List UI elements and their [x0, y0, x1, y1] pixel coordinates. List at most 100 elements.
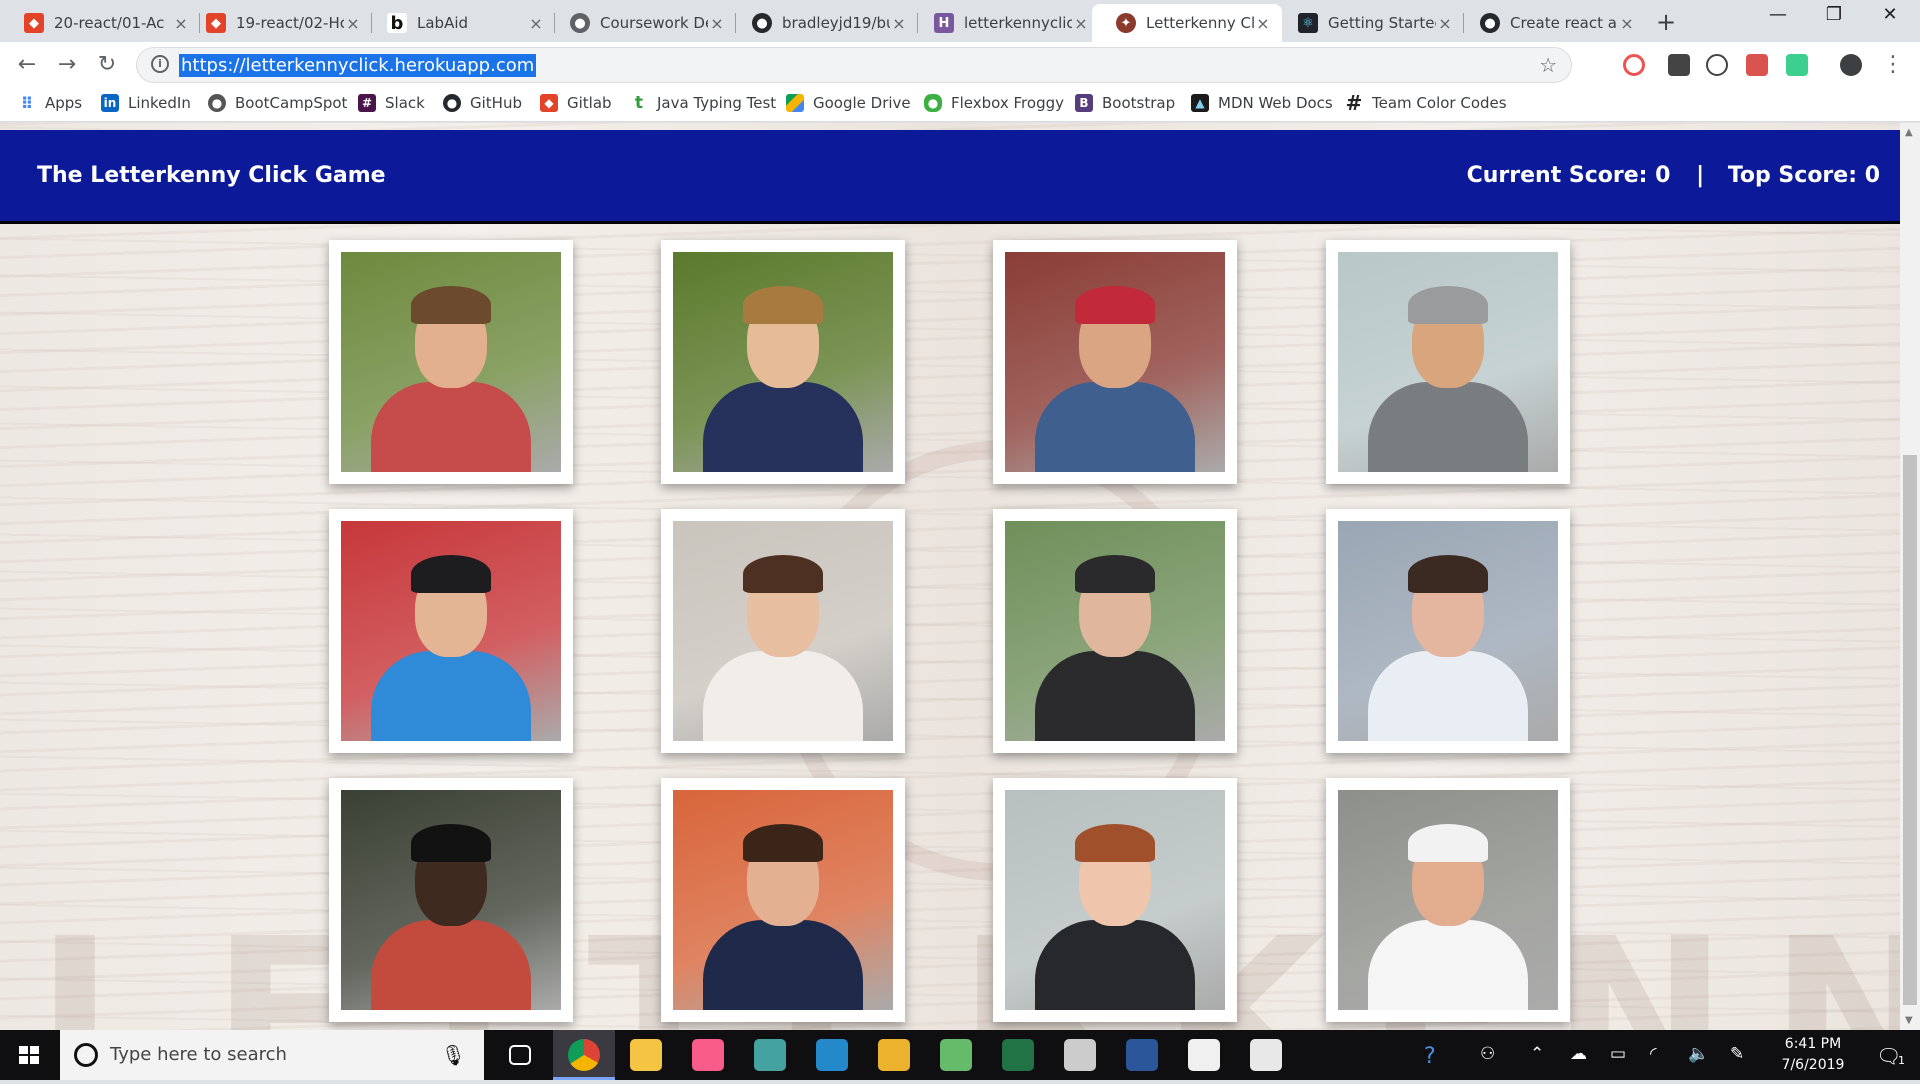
bookmark-github[interactable]: ● GitHub: [443, 94, 522, 112]
menu-kebab-icon[interactable]: ⋮: [1882, 52, 1904, 77]
bookmark-gitlab[interactable]: ◆ Gitlab: [540, 94, 612, 112]
character-photo[interactable]: [673, 252, 893, 472]
character-photo[interactable]: [341, 790, 561, 1010]
character-card[interactable]: [1326, 240, 1570, 484]
page-scrollbar[interactable]: ▲ ▼: [1900, 123, 1920, 1030]
scroll-down-icon[interactable]: ▼: [1905, 1015, 1913, 1026]
atom-icon[interactable]: [940, 1039, 972, 1071]
extension-cast-icon[interactable]: [1623, 54, 1645, 76]
close-tab-icon[interactable]: ×: [710, 13, 724, 33]
action-center-icon[interactable]: 🗨: [1876, 1044, 1902, 1068]
tab-19-react[interactable]: ◆ 19-react/02-Hc ×: [182, 4, 372, 42]
bookmark-star-icon[interactable]: ☆: [1539, 53, 1557, 77]
bookmark-google-drive[interactable]: Google Drive: [786, 94, 911, 112]
system-clock[interactable]: 6:41 PM 7/6/2019: [1768, 1034, 1858, 1076]
scrollbar-thumb[interactable]: [1903, 455, 1917, 1005]
extension-grammar-icon[interactable]: [1786, 54, 1808, 76]
character-photo[interactable]: [1005, 790, 1225, 1010]
chrome-icon[interactable]: [568, 1039, 600, 1071]
vscode-icon[interactable]: [816, 1039, 848, 1071]
word-icon[interactable]: [1126, 1039, 1158, 1071]
close-tab-icon[interactable]: ×: [346, 13, 360, 33]
bookmark-bootcampspot[interactable]: ● BootCampSpot: [208, 94, 347, 112]
pen-workspace-icon[interactable]: ✎: [1730, 1044, 1745, 1064]
character-card[interactable]: [329, 240, 573, 484]
window-close-icon[interactable]: ✕: [1882, 4, 1898, 25]
extension-pen-icon[interactable]: [1668, 54, 1690, 76]
character-photo[interactable]: [673, 790, 893, 1010]
profile-avatar[interactable]: [1840, 54, 1862, 76]
url-text[interactable]: https://letterkennyclick.herokuapp.com: [179, 54, 537, 77]
character-card[interactable]: [661, 240, 905, 484]
character-photo[interactable]: [1005, 521, 1225, 741]
character-photo[interactable]: [673, 521, 893, 741]
bookmark-bootstrap[interactable]: B Bootstrap: [1075, 94, 1175, 112]
site-info-icon[interactable]: i: [151, 55, 169, 73]
itunes-icon[interactable]: [692, 1039, 724, 1071]
back-icon[interactable]: ←: [17, 52, 37, 77]
volume-icon[interactable]: 🔈: [1688, 1044, 1710, 1064]
scroll-up-icon[interactable]: ▲: [1905, 127, 1913, 138]
tab-bradleyjd19[interactable]: ● bradleyjd19/bu ×: [728, 4, 918, 42]
microphone-icon[interactable]: 🎙: [440, 1043, 466, 1067]
close-tab-icon[interactable]: ×: [1074, 13, 1088, 33]
character-card[interactable]: [661, 778, 905, 1022]
forward-icon[interactable]: →: [57, 52, 77, 77]
tab-coursework[interactable]: ● Coursework De ×: [546, 4, 736, 42]
terminal-icon[interactable]: [1064, 1039, 1096, 1071]
windows-start-button[interactable]: [0, 1030, 58, 1080]
tab-letterkenny-active[interactable]: ✦ Letterkenny Cli ×: [1092, 4, 1282, 42]
new-tab-button[interactable]: +: [1656, 8, 1677, 36]
task-view-icon[interactable]: [509, 1045, 531, 1065]
help-icon[interactable]: ?: [1424, 1044, 1436, 1069]
bookmark-slack[interactable]: # Slack: [358, 94, 425, 112]
character-photo[interactable]: [1338, 252, 1558, 472]
show-hidden-icons-chevron[interactable]: ⌃: [1530, 1044, 1545, 1064]
close-tab-icon[interactable]: ×: [529, 13, 543, 33]
calculator-icon[interactable]: [1250, 1039, 1282, 1071]
character-card[interactable]: [993, 509, 1237, 753]
character-card[interactable]: [993, 778, 1237, 1022]
tab-20-react[interactable]: ◆ 20-react/01-Ac ×: [0, 4, 200, 42]
bookmark-linkedin[interactable]: in LinkedIn: [101, 94, 191, 112]
restore-icon[interactable]: ❐: [1825, 4, 1843, 25]
character-card[interactable]: [1326, 509, 1570, 753]
excel-icon[interactable]: [1002, 1039, 1034, 1071]
close-tab-icon[interactable]: ×: [1438, 13, 1452, 33]
file-explorer-icon[interactable]: [630, 1039, 662, 1071]
wifi-icon[interactable]: ◜: [1650, 1044, 1657, 1064]
bookmark-java-typing-test[interactable]: t Java Typing Test: [630, 93, 776, 113]
taskbar-search-box[interactable]: Type here to search 🎙: [60, 1030, 484, 1080]
character-photo[interactable]: [1338, 790, 1558, 1010]
tab-create-react-app[interactable]: ● Create react ap ×: [1456, 4, 1646, 42]
slack-icon[interactable]: [878, 1039, 910, 1071]
extension-json-icon[interactable]: [1706, 54, 1728, 76]
character-card[interactable]: [993, 240, 1237, 484]
close-tab-icon[interactable]: ×: [892, 13, 906, 33]
character-photo[interactable]: [341, 521, 561, 741]
character-photo[interactable]: [341, 252, 561, 472]
tab-letterkennyclick-heroku[interactable]: H letterkennyclick ×: [910, 4, 1100, 42]
people-icon[interactable]: ⚇: [1480, 1044, 1496, 1064]
close-tab-icon[interactable]: ×: [1256, 13, 1270, 33]
address-bar[interactable]: i https://letterkennyclick.herokuapp.com…: [136, 47, 1572, 83]
bookmark-team-color-codes[interactable]: # Team Color Codes: [1345, 91, 1507, 115]
character-photo[interactable]: [1338, 521, 1558, 741]
character-card[interactable]: [329, 509, 573, 753]
extension-pdf-icon[interactable]: [1746, 54, 1768, 76]
game-title[interactable]: The Letterkenny Click Game: [37, 163, 386, 188]
tab-labaid[interactable]: b LabAid ×: [363, 4, 555, 42]
feedback-icon[interactable]: [1188, 1039, 1220, 1071]
tab-getting-started[interactable]: ⚛ Getting Started ×: [1274, 4, 1464, 42]
character-card[interactable]: [329, 778, 573, 1022]
character-card[interactable]: [1326, 778, 1570, 1022]
bookmark-flexbox-froggy[interactable]: ● Flexbox Froggy: [924, 94, 1064, 112]
bookmark-apps[interactable]: ⠿ Apps: [18, 94, 82, 113]
onedrive-icon[interactable]: ☁: [1570, 1044, 1587, 1064]
bookmark-mdn[interactable]: ▲ MDN Web Docs: [1191, 94, 1333, 112]
character-photo[interactable]: [1005, 252, 1225, 472]
close-tab-icon[interactable]: ×: [174, 13, 188, 33]
gitkraken-icon[interactable]: [754, 1039, 786, 1071]
close-tab-icon[interactable]: ×: [1620, 13, 1634, 33]
character-card[interactable]: [661, 509, 905, 753]
